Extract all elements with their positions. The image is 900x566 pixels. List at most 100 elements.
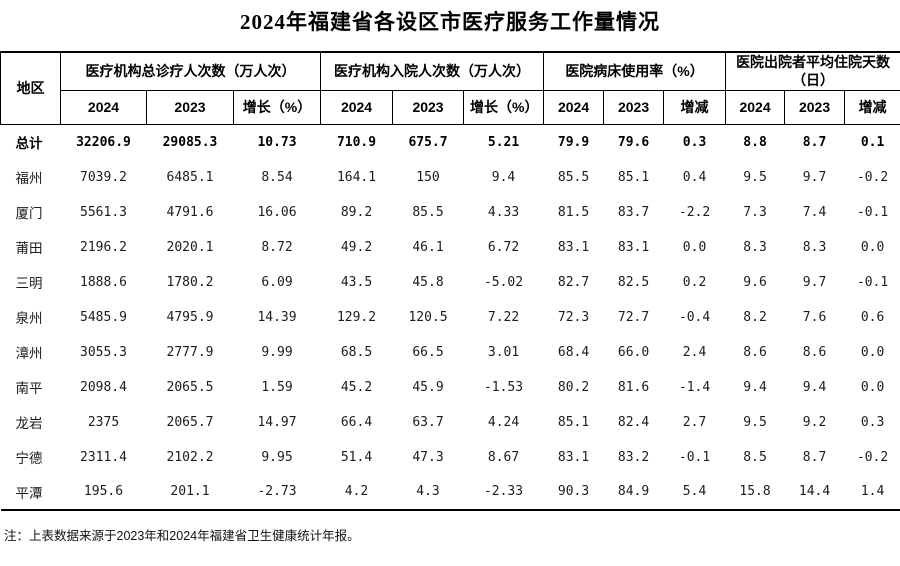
data-cell: 8.6	[785, 335, 845, 370]
column-subheader: 增减	[845, 91, 900, 125]
data-cell: 2196.2	[61, 230, 147, 265]
column-subheader: 增长（%）	[234, 91, 321, 125]
data-cell: 5.21	[464, 125, 544, 160]
data-cell: -0.1	[664, 440, 726, 475]
data-cell: 83.2	[604, 440, 664, 475]
data-cell: 8.5	[726, 440, 785, 475]
data-cell: 16.06	[234, 195, 321, 230]
data-cell: 8.7	[785, 125, 845, 160]
data-cell: 84.9	[604, 475, 664, 510]
data-cell: 85.5	[393, 195, 464, 230]
region-label: 泉州	[1, 300, 61, 335]
data-cell: 8.72	[234, 230, 321, 265]
footnote: 注：上表数据来源于2023年和2024年福建省卫生健康统计年报。	[4, 525, 900, 544]
data-cell: 0.0	[664, 230, 726, 265]
page-title: 2024年福建省各设区市医疗服务工作量情况	[0, 6, 900, 36]
data-cell: -0.1	[845, 265, 900, 300]
data-cell: 2098.4	[61, 370, 147, 405]
data-cell: 2777.9	[147, 335, 234, 370]
data-cell: 8.67	[464, 440, 544, 475]
data-cell: 4.3	[393, 475, 464, 510]
data-cell: 66.0	[604, 335, 664, 370]
data-cell: 8.7	[785, 440, 845, 475]
data-cell: 85.1	[604, 160, 664, 195]
column-subheader: 增减	[664, 91, 726, 125]
data-cell: -1.53	[464, 370, 544, 405]
data-cell: 8.6	[726, 335, 785, 370]
data-cell: 29085.3	[147, 125, 234, 160]
data-cell: 82.5	[604, 265, 664, 300]
data-cell: 2.4	[664, 335, 726, 370]
data-cell: 2065.7	[147, 405, 234, 440]
data-cell: 9.7	[785, 160, 845, 195]
data-cell: -2.33	[464, 475, 544, 510]
data-cell: 90.3	[544, 475, 604, 510]
data-cell: 80.2	[544, 370, 604, 405]
data-cell: 9.5	[726, 160, 785, 195]
data-cell: 68.5	[321, 335, 393, 370]
data-cell: 45.9	[393, 370, 464, 405]
data-cell: -0.2	[845, 440, 900, 475]
data-cell: 83.7	[604, 195, 664, 230]
region-label: 宁德	[1, 440, 61, 475]
data-cell: 150	[393, 160, 464, 195]
column-subheader: 2024	[61, 91, 147, 125]
data-cell: 9.4	[726, 370, 785, 405]
data-cell: 8.3	[726, 230, 785, 265]
data-cell: 0.3	[845, 405, 900, 440]
data-cell: 89.2	[321, 195, 393, 230]
data-cell: -2.2	[664, 195, 726, 230]
region-label: 福州	[1, 160, 61, 195]
data-cell: 63.7	[393, 405, 464, 440]
column-subheader: 2023	[147, 91, 234, 125]
data-cell: 710.9	[321, 125, 393, 160]
data-cell: 8.3	[785, 230, 845, 265]
data-cell: 129.2	[321, 300, 393, 335]
data-cell: 72.3	[544, 300, 604, 335]
group-header-row: 地区 医疗机构总诊疗人次数（万人次）医疗机构入院人次数（万人次）医院病床使用率（…	[1, 52, 900, 91]
data-cell: 10.73	[234, 125, 321, 160]
data-cell: 195.6	[61, 475, 147, 510]
data-cell: 0.0	[845, 230, 900, 265]
data-cell: 4.24	[464, 405, 544, 440]
data-cell: 9.7	[785, 265, 845, 300]
data-cell: -0.4	[664, 300, 726, 335]
column-subheader: 2023	[785, 91, 845, 125]
data-cell: 2.7	[664, 405, 726, 440]
region-label: 厦门	[1, 195, 61, 230]
data-cell: 81.6	[604, 370, 664, 405]
data-cell: -5.02	[464, 265, 544, 300]
data-cell: 8.2	[726, 300, 785, 335]
data-cell: 4.33	[464, 195, 544, 230]
data-cell: 0.0	[845, 370, 900, 405]
data-cell: -0.1	[845, 195, 900, 230]
data-cell: 5.4	[664, 475, 726, 510]
data-cell: 7039.2	[61, 160, 147, 195]
data-cell: 9.95	[234, 440, 321, 475]
data-cell: 9.4	[785, 370, 845, 405]
data-cell: 4795.9	[147, 300, 234, 335]
data-cell: 4791.6	[147, 195, 234, 230]
column-subheader: 2024	[544, 91, 604, 125]
data-cell: 164.1	[321, 160, 393, 195]
page: 2024年福建省各设区市医疗服务工作量情况 地区 医疗机构总诊疗人次数（万人次）…	[0, 6, 900, 566]
data-cell: 0.4	[664, 160, 726, 195]
medical-workload-table: 地区 医疗机构总诊疗人次数（万人次）医疗机构入院人次数（万人次）医院病床使用率（…	[0, 51, 900, 511]
data-cell: 85.5	[544, 160, 604, 195]
column-subheader: 2024	[321, 91, 393, 125]
data-cell: 6.09	[234, 265, 321, 300]
data-cell: -0.2	[845, 160, 900, 195]
data-cell: 3055.3	[61, 335, 147, 370]
data-cell: 43.5	[321, 265, 393, 300]
data-cell: 79.6	[604, 125, 664, 160]
